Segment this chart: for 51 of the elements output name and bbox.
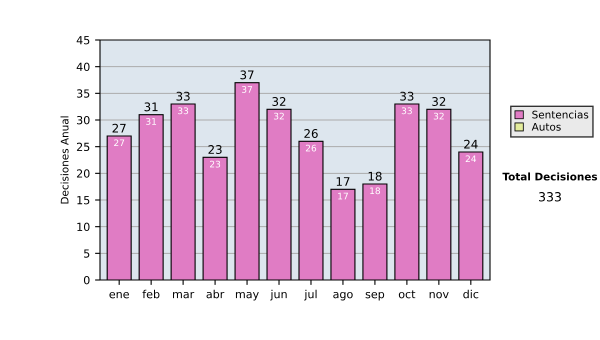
data-label: 24 [466, 155, 476, 162]
x-tick-label: may [236, 292, 259, 300]
total-label: 31 [144, 102, 158, 112]
data-label: 26 [306, 144, 316, 152]
y-tick-label: 35 [76, 89, 90, 98]
x-tick-label: mar [173, 292, 194, 298]
y-tick-label: 20 [76, 169, 90, 178]
y-tick-label: 25 [76, 142, 90, 152]
x-tick-label: sep [366, 292, 384, 300]
x-tick-label: feb [142, 290, 160, 298]
data-label: 27 [114, 139, 124, 146]
total-label: 32 [272, 97, 286, 106]
x-tick-label: ago [333, 292, 353, 300]
x-tick-label: ene [109, 292, 129, 298]
y-tick-label: 30 [76, 116, 90, 124]
total-label: 32 [432, 97, 446, 106]
x-tick-label: dic [463, 290, 478, 298]
text: 333 [539, 192, 561, 202]
total-label: 26 [304, 129, 318, 138]
total-label: 18 [368, 172, 382, 181]
total-label: 24 [464, 140, 478, 148]
y-tick-label: 10 [77, 222, 90, 232]
data-label: 32 [274, 112, 284, 120]
y-axis-title: Decisiones Anual [60, 116, 69, 204]
y-tick-label: 45 [76, 36, 90, 44]
x-tick-label: abr [206, 290, 224, 298]
data-label: 32 [434, 112, 444, 120]
total-label: 17 [336, 177, 350, 186]
x-tick-label: oct [398, 290, 416, 298]
data-label: 33 [178, 107, 188, 114]
text: Total Decisiones [502, 172, 598, 180]
legend-label: Sentencias [532, 110, 588, 119]
x-tick-label: nov [430, 292, 449, 298]
total-label: 33 [400, 92, 414, 101]
total-label: 27 [112, 124, 126, 132]
data-label: 23 [210, 160, 220, 168]
data-label: 33 [402, 107, 412, 114]
data-label: 17 [338, 192, 348, 200]
legend-label: Autos [532, 122, 561, 131]
total-label: 33 [176, 92, 190, 101]
data-label: 37 [242, 86, 252, 93]
x-tick-label: jul [304, 290, 317, 300]
y-tick-label: 5 [84, 249, 90, 258]
data-label: 31 [146, 118, 156, 125]
total-label: 37 [240, 70, 254, 80]
total-label: 23 [208, 145, 222, 154]
x-tick-label: jun [270, 290, 287, 300]
y-tick-label: 0 [84, 276, 90, 284]
y-tick-label: 15 [77, 196, 90, 204]
data-label: 18 [370, 187, 380, 194]
y-tick-label: 40 [76, 62, 90, 72]
